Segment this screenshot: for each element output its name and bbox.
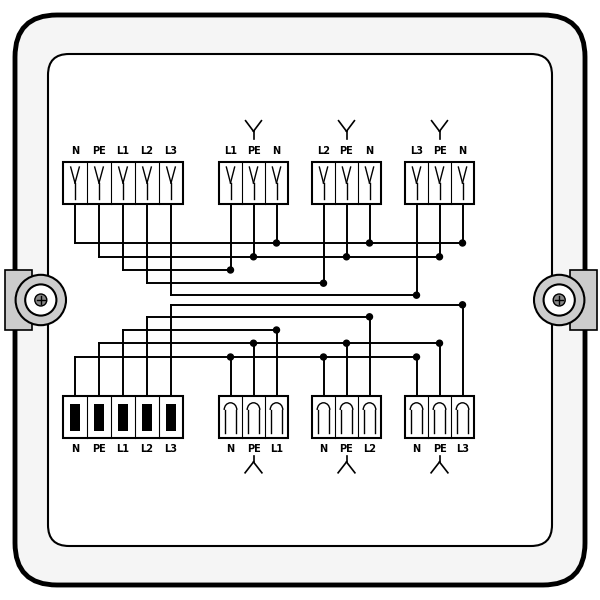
- Text: PE: PE: [247, 146, 260, 156]
- Text: PE: PE: [92, 146, 106, 156]
- Circle shape: [460, 240, 466, 246]
- Circle shape: [460, 302, 466, 308]
- Text: L1: L1: [270, 444, 283, 454]
- Bar: [118, 404, 128, 431]
- Circle shape: [343, 340, 349, 346]
- Bar: [219, 396, 288, 438]
- Circle shape: [534, 275, 584, 325]
- Text: L1: L1: [224, 146, 237, 156]
- Text: L3: L3: [410, 146, 423, 156]
- Text: N: N: [71, 444, 79, 454]
- Text: L1: L1: [116, 146, 130, 156]
- Text: L1: L1: [116, 444, 130, 454]
- Text: N: N: [71, 146, 79, 156]
- Text: L3: L3: [164, 146, 178, 156]
- Bar: [166, 404, 176, 431]
- Circle shape: [251, 340, 257, 346]
- Text: L3: L3: [164, 444, 178, 454]
- Circle shape: [274, 327, 280, 333]
- Circle shape: [437, 340, 443, 346]
- Bar: [94, 404, 104, 431]
- Circle shape: [25, 284, 56, 316]
- Circle shape: [227, 354, 233, 360]
- Text: L2: L2: [363, 444, 376, 454]
- FancyBboxPatch shape: [48, 54, 552, 546]
- Text: N: N: [412, 444, 421, 454]
- Text: PE: PE: [247, 444, 260, 454]
- Bar: [70, 404, 80, 431]
- Circle shape: [227, 267, 233, 273]
- Text: N: N: [226, 444, 235, 454]
- Circle shape: [16, 275, 66, 325]
- Bar: [570, 270, 597, 330]
- Text: N: N: [319, 444, 328, 454]
- Bar: [142, 404, 152, 431]
- Text: L2: L2: [140, 146, 154, 156]
- Text: L2: L2: [140, 444, 154, 454]
- Circle shape: [413, 292, 419, 298]
- FancyBboxPatch shape: [15, 15, 585, 585]
- Circle shape: [367, 314, 373, 320]
- Bar: [5, 270, 32, 330]
- Circle shape: [553, 294, 565, 306]
- Text: PE: PE: [340, 146, 353, 156]
- Text: N: N: [365, 146, 374, 156]
- Bar: [405, 162, 474, 204]
- Text: L2: L2: [317, 146, 330, 156]
- Bar: [405, 396, 474, 438]
- Circle shape: [320, 280, 326, 286]
- Text: N: N: [272, 146, 281, 156]
- Circle shape: [274, 240, 280, 246]
- Circle shape: [251, 254, 257, 260]
- Circle shape: [35, 294, 47, 306]
- Bar: [312, 396, 381, 438]
- Circle shape: [413, 354, 419, 360]
- Circle shape: [343, 254, 349, 260]
- Circle shape: [437, 254, 443, 260]
- Bar: [63, 396, 183, 438]
- Text: PE: PE: [433, 444, 446, 454]
- Bar: [63, 162, 183, 204]
- Circle shape: [367, 240, 373, 246]
- Text: PE: PE: [433, 146, 446, 156]
- Circle shape: [544, 284, 575, 316]
- Circle shape: [320, 354, 326, 360]
- Text: PE: PE: [340, 444, 353, 454]
- Text: N: N: [458, 146, 467, 156]
- Text: L3: L3: [456, 444, 469, 454]
- Text: PE: PE: [92, 444, 106, 454]
- Bar: [312, 162, 381, 204]
- Bar: [219, 162, 288, 204]
